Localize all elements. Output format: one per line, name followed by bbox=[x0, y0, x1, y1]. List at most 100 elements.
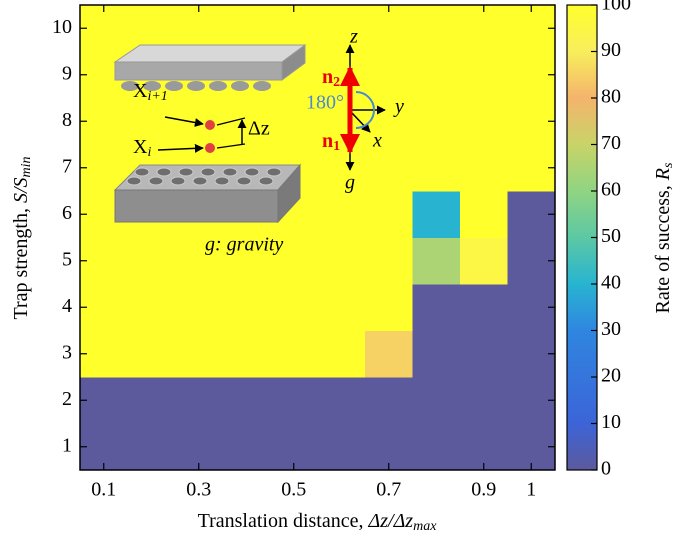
heatmap-cell bbox=[128, 424, 176, 471]
y-tick-label: 5 bbox=[62, 248, 72, 270]
heatmap-cell bbox=[413, 145, 461, 192]
annotation: x bbox=[372, 130, 382, 152]
heatmap-cell bbox=[318, 5, 366, 52]
annotation-sub: 2 bbox=[333, 75, 340, 90]
x-tick-label: 0.3 bbox=[186, 479, 211, 501]
colorbar-tick-label: 90 bbox=[601, 39, 621, 61]
heatmap-cell bbox=[80, 331, 128, 378]
heatmap-cell bbox=[413, 331, 461, 378]
y-axis-label-text: Trap strength, bbox=[10, 203, 32, 319]
heatmap-cell bbox=[318, 331, 366, 378]
heatmap-cell bbox=[318, 424, 366, 471]
heatmap-cell bbox=[80, 284, 128, 331]
heatmap-cell bbox=[318, 238, 366, 285]
colorbar-label-italic: R bbox=[652, 168, 674, 181]
heatmap-cell bbox=[270, 377, 318, 424]
y-axis-label-sub: min bbox=[19, 156, 34, 177]
x-axis-label-text: Translation distance, bbox=[198, 510, 369, 532]
heatmap-cell bbox=[460, 98, 508, 145]
annotation: g bbox=[345, 172, 355, 194]
annotation-sub: 1 bbox=[333, 139, 340, 154]
annotation-text: n bbox=[322, 130, 333, 152]
heatmap-cell bbox=[175, 377, 223, 424]
heatmap-cell bbox=[365, 284, 413, 331]
heatmap-cell bbox=[460, 238, 508, 285]
colorbar-tick-label: 100 bbox=[601, 0, 631, 15]
heatmap-cell bbox=[413, 191, 461, 238]
y-axis-label: Trap strength, S/Smin bbox=[10, 156, 35, 319]
heatmap-cell bbox=[270, 331, 318, 378]
x-axis-label: Translation distance, Δz/Δzmax bbox=[198, 510, 438, 535]
x-axis-label-sub: max bbox=[413, 519, 437, 534]
y-tick-label: 10 bbox=[52, 16, 72, 38]
y-tick-label: 1 bbox=[62, 434, 72, 456]
annotation: z bbox=[349, 26, 358, 48]
heatmap-cell bbox=[460, 191, 508, 238]
heatmap-cell bbox=[365, 377, 413, 424]
heatmap-cell bbox=[460, 331, 508, 378]
heatmap-cell bbox=[365, 331, 413, 378]
colorbar-tick-label: 70 bbox=[601, 132, 621, 154]
heatmap-cell bbox=[365, 191, 413, 238]
heatmap-cell bbox=[413, 424, 461, 471]
x-tick-label: 0.7 bbox=[376, 479, 401, 501]
heatmap-cell bbox=[318, 284, 366, 331]
heatmap-cell bbox=[175, 284, 223, 331]
annotation-text: n bbox=[322, 66, 333, 88]
heatmap-cell bbox=[80, 5, 128, 52]
y-tick-label: 7 bbox=[62, 155, 72, 177]
heatmap-cell bbox=[413, 5, 461, 52]
colorbar-tick-label: 50 bbox=[601, 225, 621, 247]
y-tick-label: 2 bbox=[62, 388, 72, 410]
heatmap-cell bbox=[413, 52, 461, 99]
heatmap-cell bbox=[460, 52, 508, 99]
heatmap-cell bbox=[413, 238, 461, 285]
heatmap-cell bbox=[318, 191, 366, 238]
heatmap-cell bbox=[128, 331, 176, 378]
heatmap-cell bbox=[223, 377, 271, 424]
annotation-sub: i bbox=[147, 145, 151, 160]
heatmap-cell bbox=[80, 98, 128, 145]
annotation-text: X bbox=[133, 136, 148, 158]
heatmap-cell bbox=[270, 284, 318, 331]
heatmap-cell bbox=[128, 284, 176, 331]
annotation: Δz bbox=[248, 118, 270, 140]
heatmap-cell bbox=[413, 98, 461, 145]
y-axis-label-italic: S/S bbox=[10, 177, 32, 203]
heatmap-cell bbox=[128, 377, 176, 424]
heatmap-cell bbox=[175, 98, 223, 145]
colorbar-tick-label: 20 bbox=[601, 365, 621, 387]
annotation: g: gravity bbox=[205, 234, 283, 256]
colorbar-tick-label: 80 bbox=[601, 86, 621, 108]
colorbar-tick-label: 10 bbox=[601, 411, 621, 433]
x-axis-label-italic: Δz/Δz bbox=[367, 510, 413, 532]
heatmap-cell bbox=[365, 238, 413, 285]
x-tick-label: 0.9 bbox=[471, 479, 496, 501]
annotation: y bbox=[393, 96, 404, 118]
y-tick-label: 9 bbox=[62, 62, 72, 84]
heatmap-cell bbox=[223, 284, 271, 331]
heatmap-cell bbox=[80, 377, 128, 424]
heatmap-cell bbox=[413, 377, 461, 424]
heatmap-cell bbox=[175, 331, 223, 378]
heatmap-cell bbox=[80, 238, 128, 285]
y-tick-label: 6 bbox=[62, 202, 72, 224]
colorbar-label-sub: s bbox=[661, 162, 676, 168]
heatmap-cell bbox=[365, 52, 413, 99]
colorbar-tick-label: 60 bbox=[601, 179, 621, 201]
annotation-sub: i+1 bbox=[147, 89, 167, 104]
x-tick-label: 1 bbox=[526, 479, 536, 501]
annotation-text: X bbox=[133, 80, 148, 102]
heatmap-cell bbox=[318, 377, 366, 424]
heatmap-cell bbox=[413, 284, 461, 331]
colorbar-tick-label: 30 bbox=[601, 318, 621, 340]
colorbar-tick-label: 40 bbox=[601, 272, 621, 294]
y-tick-label: 8 bbox=[62, 109, 72, 131]
heatmap-cell bbox=[223, 424, 271, 471]
colorbar-label: Rate of success, Rs bbox=[652, 162, 677, 314]
heatmap-cell bbox=[460, 5, 508, 52]
heatmap-cell bbox=[460, 284, 508, 331]
y-tick-label: 4 bbox=[62, 295, 72, 317]
heatmap-cell bbox=[460, 377, 508, 424]
